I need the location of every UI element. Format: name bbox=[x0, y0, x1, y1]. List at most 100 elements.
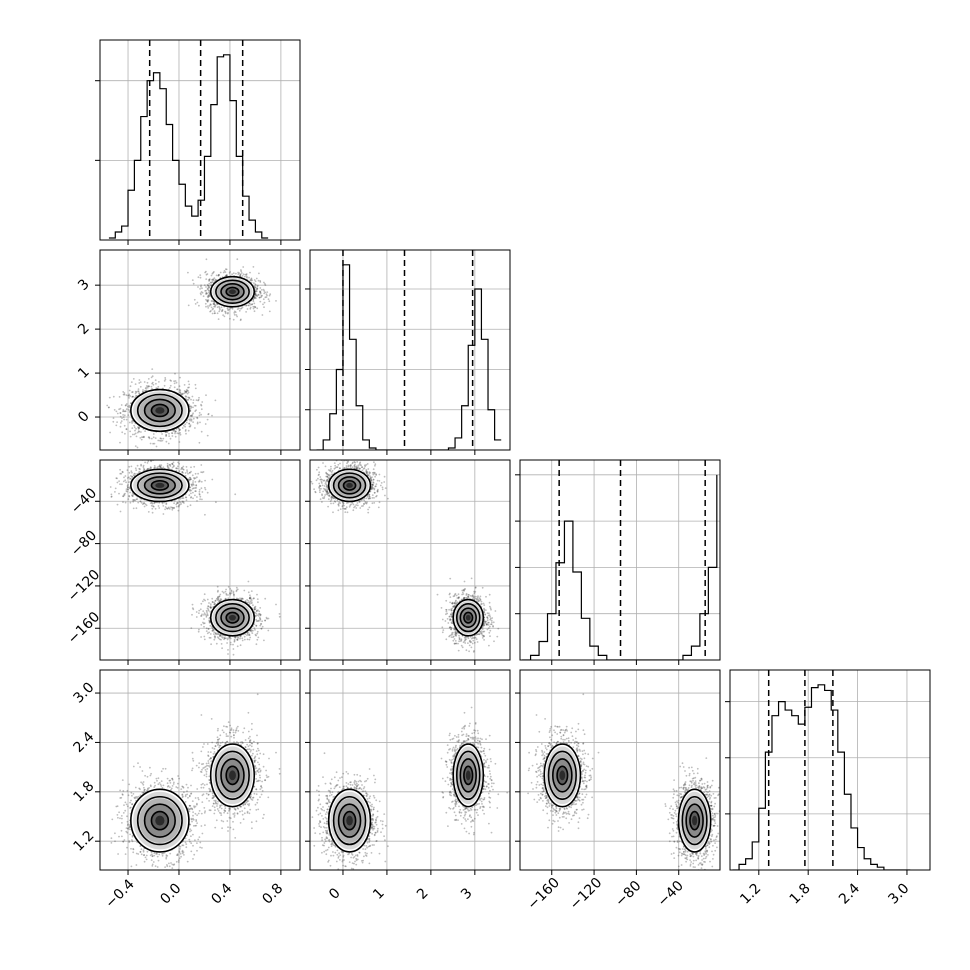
scatter-point bbox=[207, 413, 210, 416]
scatter-point bbox=[209, 303, 212, 306]
scatter-point bbox=[176, 502, 179, 504]
scatter-point bbox=[210, 310, 212, 312]
scatter-point bbox=[210, 274, 213, 277]
scatter-point bbox=[124, 492, 126, 495]
scatter-point bbox=[157, 465, 160, 468]
scatter-point bbox=[237, 273, 240, 276]
scatter-point bbox=[199, 608, 202, 611]
scatter-point bbox=[128, 406, 131, 409]
scatter-point bbox=[258, 296, 261, 299]
scatter-point bbox=[125, 490, 128, 492]
scatter-point bbox=[254, 286, 257, 289]
scatter-point bbox=[232, 591, 235, 594]
scatter-point bbox=[127, 476, 130, 479]
scatter-point bbox=[249, 629, 252, 632]
scatter-point bbox=[188, 386, 190, 389]
scatter-point bbox=[217, 274, 220, 277]
scatter-point bbox=[253, 597, 255, 599]
scatter-point bbox=[147, 378, 150, 380]
scatter-point bbox=[131, 422, 134, 424]
scatter-point bbox=[250, 278, 253, 281]
scatter-point bbox=[254, 290, 257, 293]
scatter-point bbox=[200, 471, 203, 473]
scatter-point bbox=[152, 505, 155, 508]
scatter-point bbox=[136, 446, 139, 449]
scatter-point bbox=[179, 497, 182, 500]
scatter-point bbox=[179, 432, 182, 434]
scatter-point bbox=[126, 477, 129, 479]
scatter-point bbox=[142, 464, 145, 467]
scatter-point bbox=[106, 404, 109, 407]
scatter-point bbox=[206, 283, 209, 286]
scatter-point bbox=[240, 598, 243, 600]
scatter-point bbox=[152, 436, 155, 439]
scatter-point bbox=[256, 295, 258, 298]
scatter-point bbox=[201, 401, 204, 403]
scatter-point bbox=[192, 487, 195, 489]
scatter-point bbox=[224, 312, 227, 315]
scatter-point bbox=[197, 398, 200, 401]
scatter-point bbox=[204, 513, 206, 516]
scatter-point bbox=[123, 476, 125, 479]
scatter-point bbox=[193, 465, 196, 468]
scatter-point bbox=[180, 393, 183, 396]
scatter-point bbox=[124, 475, 127, 477]
scatter-point bbox=[227, 597, 230, 600]
scatter-point bbox=[254, 280, 257, 283]
scatter-point bbox=[222, 314, 225, 316]
scatter-point bbox=[147, 511, 150, 513]
scatter-point bbox=[180, 467, 183, 469]
scatter-point bbox=[189, 504, 192, 507]
scatter-point bbox=[132, 378, 135, 380]
scatter-point bbox=[226, 642, 229, 644]
scatter-point bbox=[207, 299, 210, 302]
scatter-point bbox=[206, 491, 209, 494]
scatter-point bbox=[200, 615, 202, 617]
scatter-point bbox=[194, 303, 197, 305]
scatter-point bbox=[146, 386, 149, 389]
scatter-point bbox=[119, 412, 122, 414]
scatter-point bbox=[254, 283, 257, 286]
scatter-point bbox=[268, 294, 271, 297]
scatter-point bbox=[171, 432, 174, 435]
scatter-point bbox=[187, 304, 190, 307]
scatter-point bbox=[190, 398, 192, 401]
scatter-point bbox=[208, 279, 211, 281]
scatter-point bbox=[137, 388, 140, 390]
scatter-point bbox=[253, 627, 256, 630]
scatter-point bbox=[140, 463, 143, 466]
scatter-point bbox=[251, 602, 253, 604]
scatter-point bbox=[215, 274, 218, 277]
scatter-point bbox=[179, 389, 182, 392]
scatter-point bbox=[213, 310, 216, 312]
scatter-point bbox=[130, 475, 132, 477]
scatter-point bbox=[112, 420, 115, 423]
scatter-point bbox=[211, 601, 214, 604]
scatter-point bbox=[260, 295, 263, 297]
scatter-point bbox=[255, 624, 258, 627]
scatter-point bbox=[141, 436, 143, 438]
scatter-point bbox=[253, 297, 256, 300]
scatter-point bbox=[131, 391, 134, 393]
scatter-point bbox=[147, 468, 149, 471]
scatter-point bbox=[242, 598, 244, 600]
scatter-point bbox=[138, 430, 141, 433]
scatter-point bbox=[139, 381, 142, 383]
scatter-point bbox=[211, 272, 214, 275]
scatter-point bbox=[175, 467, 178, 469]
scatter-point bbox=[151, 375, 154, 378]
scatter-point bbox=[144, 387, 147, 390]
scatter-point bbox=[154, 379, 157, 381]
scatter-point bbox=[145, 387, 148, 389]
scatter-point bbox=[227, 308, 229, 311]
scatter-point bbox=[181, 501, 184, 504]
scatter-point bbox=[206, 299, 208, 302]
scatter-point bbox=[235, 589, 238, 592]
scatter-point bbox=[181, 471, 184, 473]
scatter-point bbox=[166, 507, 168, 510]
scatter-point bbox=[187, 391, 190, 394]
scatter-point bbox=[119, 415, 122, 418]
scatter-point bbox=[205, 273, 208, 276]
scatter-point bbox=[184, 390, 187, 393]
scatter-point bbox=[153, 467, 156, 469]
